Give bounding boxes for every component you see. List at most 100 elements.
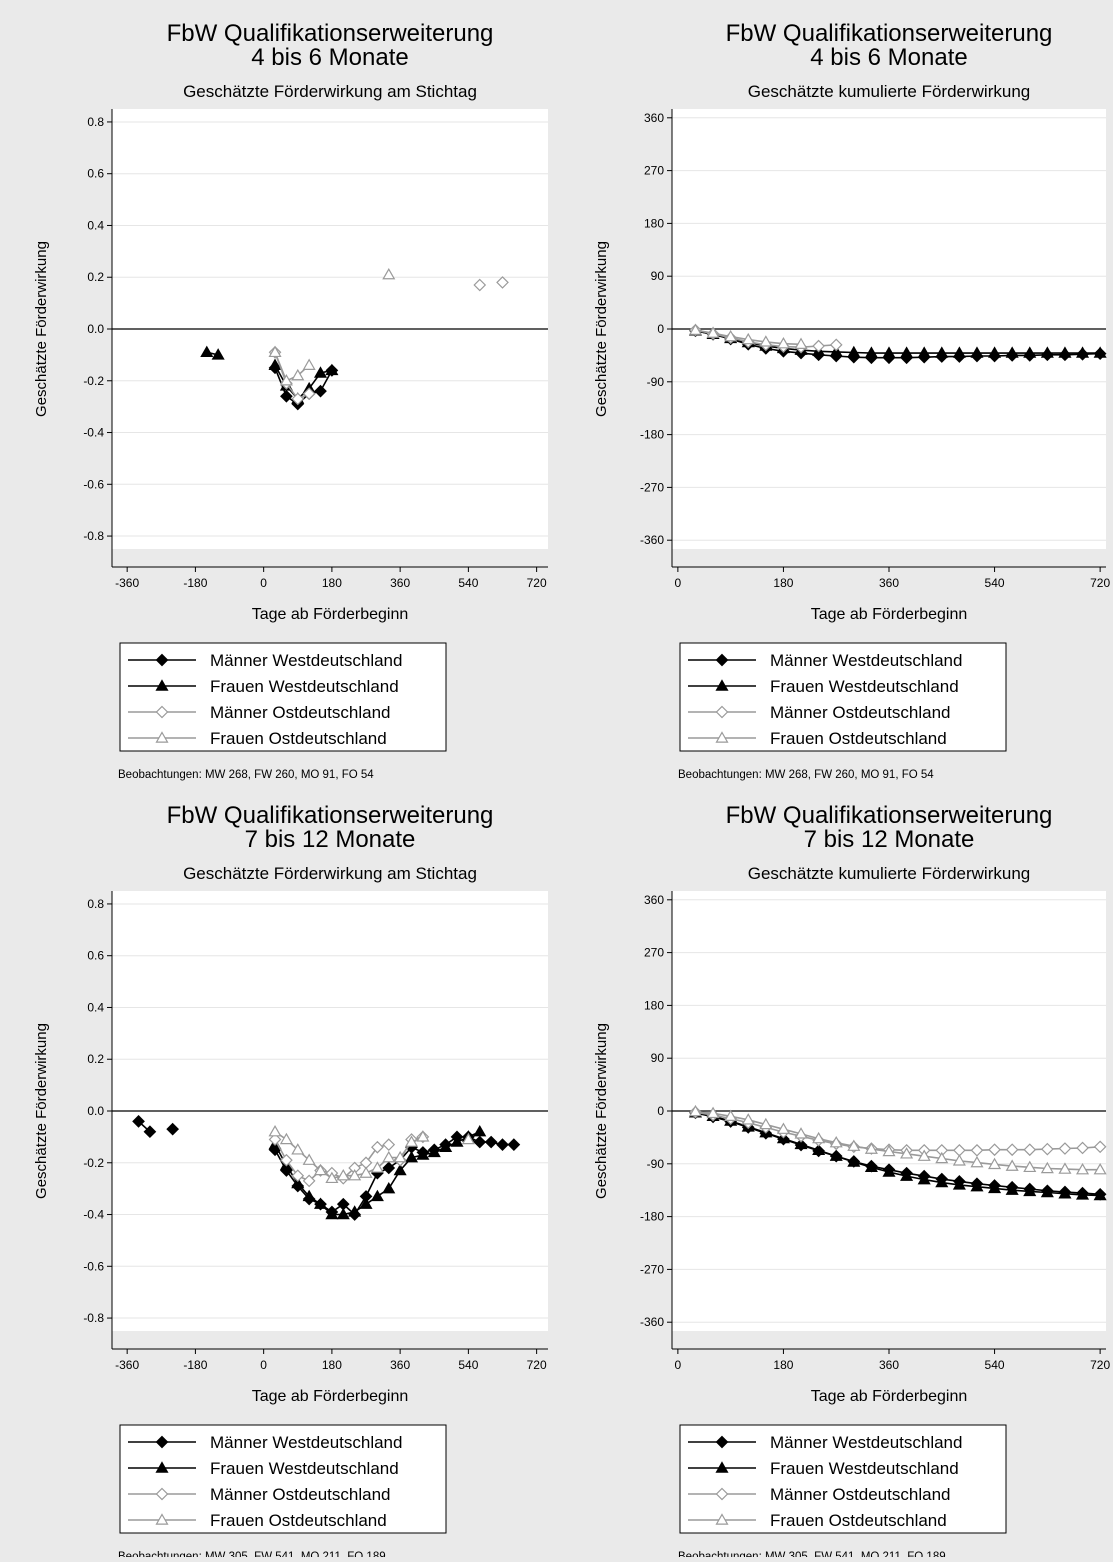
x-tick-label: 0 — [675, 1358, 682, 1372]
series-4 — [688, 1104, 1107, 1175]
data-point — [336, 1207, 350, 1220]
data-point — [291, 368, 305, 381]
legend-marker — [155, 1435, 169, 1449]
data-point — [1076, 1162, 1090, 1175]
data-point — [917, 1149, 931, 1161]
legend: Männer Westdeutschland Frauen Westdeutsch… — [679, 1424, 1007, 1534]
data-point — [1093, 1188, 1107, 1201]
legend-marker — [715, 653, 729, 667]
data-point — [1040, 1185, 1054, 1198]
observations-note: Beobachtungen: MW 305, FW 541, MO 211, F… — [118, 1551, 386, 1557]
data-point — [706, 1106, 720, 1119]
x-tick-label: 720 — [527, 1358, 547, 1372]
x-tick-label: 180 — [773, 576, 793, 590]
legend-label: Männer Westdeutschland — [210, 1433, 402, 1452]
data-point — [917, 1172, 931, 1185]
y-tick-label: 270 — [644, 946, 664, 960]
data-point — [359, 1197, 373, 1209]
y-axis-label: Geschätzte Förderwirkung — [33, 241, 50, 417]
data-point — [382, 1161, 396, 1175]
data-point — [759, 335, 773, 347]
data-point — [759, 1117, 773, 1130]
x-tick-label: 180 — [322, 576, 342, 590]
chart-subtitle: Geschätzte kumulierte Förderwirkung — [748, 82, 1031, 101]
x-tick-label: 0 — [675, 576, 682, 590]
x-tick-label: -180 — [183, 1358, 207, 1372]
data-point — [382, 1150, 396, 1163]
x-axis-label: Tage ab Förderbeginn — [252, 606, 409, 623]
y-tick-label: -180 — [640, 1210, 664, 1224]
data-point — [794, 1127, 808, 1139]
data-point — [268, 358, 282, 370]
data-point — [200, 345, 214, 358]
y-tick-label: 0 — [657, 322, 664, 336]
observations-note: Beobachtungen: MW 268, FW 260, MO 91, FO… — [118, 769, 374, 781]
legend-box — [679, 1424, 1007, 1534]
data-point — [439, 1140, 453, 1152]
x-tick-label: 0 — [260, 1358, 267, 1372]
data-point — [864, 346, 878, 358]
data-point — [393, 1150, 407, 1163]
data-point — [829, 1149, 843, 1161]
x-tick-label: -360 — [115, 576, 139, 590]
data-point — [1040, 346, 1054, 358]
data-point — [325, 1171, 339, 1184]
chart-title: FbW Qualifikationserweiterung — [726, 20, 1053, 47]
legend-marker — [715, 1435, 729, 1449]
data-point — [847, 1155, 861, 1167]
legend-marker — [155, 1461, 169, 1473]
legend-marker — [155, 679, 169, 691]
y-tick-label: 0.2 — [87, 1052, 104, 1066]
x-tick-label: 180 — [322, 1358, 342, 1372]
legend-box — [119, 642, 447, 752]
data-point — [302, 1153, 316, 1165]
data-point — [1041, 1142, 1054, 1156]
y-tick-label: -360 — [640, 1315, 664, 1329]
data-point — [416, 1130, 430, 1142]
data-point — [706, 326, 720, 338]
x-tick-label: 180 — [773, 1358, 793, 1372]
legend-box — [119, 1424, 447, 1534]
data-point — [1023, 1184, 1037, 1197]
data-point — [291, 1176, 305, 1189]
data-point — [1005, 1183, 1019, 1195]
chart-title: FbW Qualifikationserweiterung — [726, 802, 1053, 829]
series-4 — [688, 323, 808, 349]
data-point — [864, 1160, 878, 1173]
data-point — [1093, 346, 1107, 358]
data-point — [847, 345, 861, 358]
legend-marker — [715, 1513, 729, 1525]
legend-marker — [155, 653, 169, 667]
x-tick-label: -360 — [115, 1358, 139, 1372]
data-point — [382, 1138, 396, 1151]
x-tick-label: 540 — [458, 576, 478, 590]
legend-box — [679, 642, 1007, 752]
data-point — [1023, 1160, 1037, 1173]
y-tick-label: -0.4 — [83, 1208, 104, 1222]
chart-title-line-2: 4 bis 6 Monate — [810, 44, 967, 71]
data-point — [688, 1104, 702, 1117]
y-tick-label: 0.8 — [87, 115, 104, 129]
data-point — [952, 1178, 966, 1190]
y-tick-label: 180 — [644, 998, 664, 1012]
data-point — [829, 1135, 843, 1148]
legend-marker — [715, 705, 729, 719]
observations-note: Beobachtungen: MW 268, FW 260, MO 91, FO… — [678, 769, 934, 781]
legend-label: Männer Westdeutschland — [210, 651, 402, 670]
y-tick-label: -0.2 — [83, 1156, 104, 1170]
data-point — [132, 1115, 145, 1128]
data-point — [348, 1205, 362, 1217]
chart-title: FbW Qualifikationserweiterung — [167, 20, 494, 47]
data-point — [988, 346, 1002, 358]
legend-marker — [715, 679, 729, 691]
data-point — [882, 1144, 896, 1157]
y-tick-label: -0.8 — [83, 529, 104, 543]
data-point — [952, 1154, 966, 1166]
data-point — [166, 1122, 180, 1136]
x-tick-label: 540 — [458, 1358, 478, 1372]
data-point — [988, 1157, 1002, 1170]
data-point — [496, 1138, 509, 1151]
y-tick-label: -0.4 — [83, 426, 104, 440]
